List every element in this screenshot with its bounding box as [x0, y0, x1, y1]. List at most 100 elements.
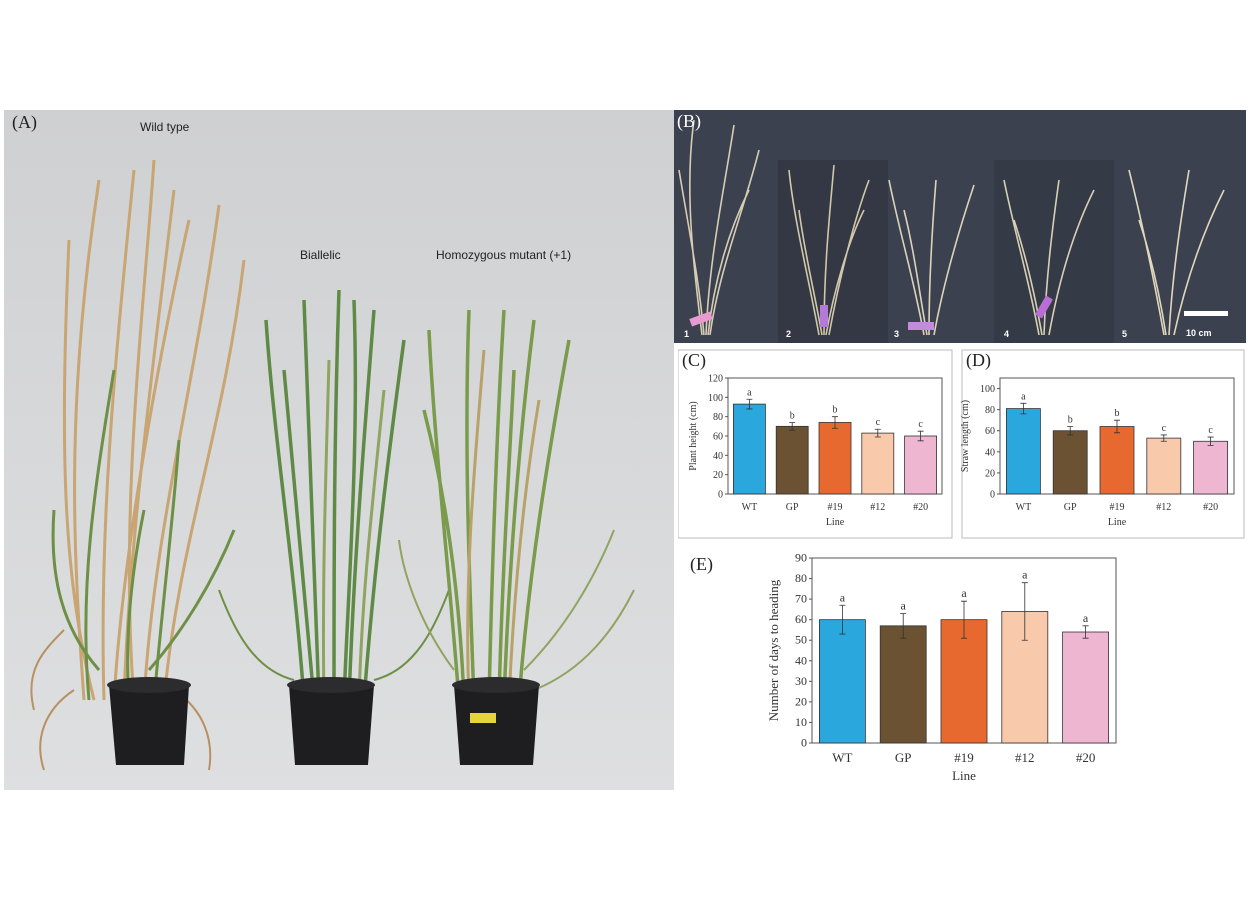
- chart-e-significance-letter: a: [1022, 568, 1028, 582]
- scale-bar: [1184, 311, 1228, 316]
- panel-c: (C) 0 20 40 60 80 100 120 a WT b GP b #19 c #12 c #20 Line…: [677, 348, 954, 540]
- panel-b-plant-3: [888, 179, 975, 336]
- chart-c-bar: [861, 432, 895, 495]
- plants-photo-illustration: [30, 159, 635, 771]
- chart-e-category-label: GP: [895, 750, 912, 765]
- panel-b-plant-4: [1003, 179, 1095, 336]
- chart-e-category-label: #12: [1015, 750, 1035, 765]
- chart-d-ytick-label: 60: [985, 426, 995, 437]
- chart-d-category-label: GP: [1064, 502, 1077, 513]
- wild-type-plant: [30, 159, 246, 771]
- chart-e-significance-letter: a: [1083, 611, 1089, 625]
- chart-c-significance-letter: c: [876, 417, 881, 428]
- chart-e-xlabel: Line: [952, 768, 976, 783]
- homozygous-mutant-label: Homozygous mutant (+1): [436, 248, 572, 262]
- chart-d-error-bar: [1207, 436, 1214, 446]
- chart-d-significance-letter: b: [1068, 415, 1073, 426]
- chart-c-bar: [904, 435, 938, 495]
- chart-e-error-bar: [839, 604, 846, 635]
- chart-d-category-label: WT: [1016, 502, 1032, 513]
- chart-c-error-bar: [789, 422, 796, 431]
- chart-c-bar: [775, 425, 809, 495]
- chart-d-panel-label: (D): [966, 350, 991, 371]
- chart-d-significance-letter: b: [1115, 408, 1120, 419]
- chart-e-ytick-label: 60: [795, 612, 807, 626]
- chart-c-error-bar: [874, 428, 881, 438]
- chart-d-ytick-label: 100: [980, 384, 995, 395]
- chart-c-category-label: GP: [786, 502, 799, 513]
- chart-c-ytick-label: 0: [718, 490, 723, 501]
- chart-e-significance-letter: a: [901, 599, 907, 613]
- chart-d-ytick-label: 80: [985, 405, 995, 416]
- chart-e-category-label: WT: [832, 750, 852, 765]
- chart-d-bar: [1193, 440, 1229, 495]
- chart-c-ytick-label: 120: [708, 374, 723, 385]
- chart-c-significance-letter: b: [833, 405, 838, 416]
- chart-d-bar: [1146, 437, 1182, 495]
- chart-e-ytick-label: 20: [795, 694, 807, 708]
- chart-e-ytick-label: 80: [795, 571, 807, 585]
- chart-d-error-bar: [1067, 426, 1074, 436]
- scale-bar-label: 10 cm: [1186, 328, 1212, 338]
- chart-d-significance-letter: c: [1162, 423, 1167, 434]
- chart-c-category-label: #19: [828, 502, 843, 513]
- chart-e-ytick-label: 0: [801, 736, 807, 750]
- panel-b-sub-label-1: 1: [684, 329, 689, 339]
- chart-e-ytick-label: 90: [795, 551, 807, 565]
- chart-d-ylabel: Straw length (cm): [960, 400, 971, 472]
- chart-c-error-bar: [746, 398, 753, 410]
- chart-c-bar: [733, 403, 766, 495]
- chart-d-xlabel: Line: [1108, 517, 1127, 528]
- chart-e-category-label: #19: [954, 750, 974, 765]
- chart-e-error-bar: [900, 613, 907, 639]
- chart-d-bar: [1006, 408, 1041, 495]
- chart-e-ytick-label: 50: [795, 633, 807, 647]
- chart-e-panel-label: (E): [690, 554, 713, 575]
- chart-c-category-label: #20: [913, 502, 928, 513]
- chart-c-ytick-label: 20: [713, 470, 723, 481]
- chart-e-significance-letter: a: [961, 586, 967, 600]
- chart-e-bar: [940, 619, 988, 744]
- biallelic-label: Biallelic: [300, 248, 341, 262]
- wild-type-label: Wild type: [140, 120, 190, 134]
- chart-d-bar: [1052, 430, 1088, 495]
- chart-e-ytick-label: 10: [795, 715, 807, 729]
- chart-d-error-bar: [1160, 434, 1167, 442]
- chart-e-category-label: #20: [1076, 750, 1096, 765]
- panel-a-label: (A): [12, 112, 37, 132]
- chart-c-panel-label: (C): [682, 350, 706, 371]
- chart-c-xlabel: Line: [826, 517, 845, 528]
- chart-c-frame: [677, 349, 953, 539]
- panel-b-plant-2: [788, 164, 870, 336]
- chart-d-significance-letter: a: [1021, 391, 1026, 402]
- chart-e-bar: [1062, 631, 1110, 744]
- chart-c-significance-letter: a: [747, 387, 752, 398]
- chart-e-error-bar: [1021, 582, 1028, 641]
- chart-e-ytick-label: 70: [795, 592, 807, 606]
- chart-days-to-heading: (E) 0 10 20 30 40 50 60 70 80 90 a WT a GP a #19 a #12 a #20…: [690, 551, 1117, 783]
- panel-d: (D) 0 20 40 60 80 100 a WT b GP b #19 c #12 c #20 Line Str…: [960, 348, 1246, 540]
- chart-d-category-label: #12: [1156, 502, 1171, 513]
- panel-b-sub-label-5: 5: [1122, 329, 1127, 339]
- chart-d-ytick-label: 40: [985, 447, 995, 458]
- chart-d-significance-letter: c: [1208, 425, 1213, 436]
- chart-e-error-bar: [1082, 625, 1089, 639]
- panel-b-sub-label-3: 3: [894, 329, 899, 339]
- chart-d-category-label: #20: [1203, 502, 1218, 513]
- chart-e-ytick-label: 40: [795, 653, 807, 667]
- chart-d-frame: [961, 349, 1245, 539]
- panel-b-plant-5: [1128, 169, 1225, 336]
- chart-e-ytick-label: 30: [795, 674, 807, 688]
- chart-straw-length: (D) 0 20 40 60 80 100 a WT b GP b #19 c #12 c #20 Line Str…: [960, 349, 1245, 539]
- chart-c-significance-letter: c: [918, 419, 923, 430]
- chart-c-bar: [818, 422, 852, 495]
- chart-c-ytick-label: 100: [708, 393, 723, 404]
- chart-c-error-bar: [917, 430, 924, 442]
- chart-plant-height: (C) 0 20 40 60 80 100 120 a WT b GP b #19 c #12 c #20 Line…: [677, 349, 953, 539]
- chart-d-ytick-label: 20: [985, 468, 995, 479]
- chart-c-ytick-label: 60: [713, 432, 723, 443]
- homozygous-mutant-plant: [398, 309, 635, 765]
- panel-b-sub-label-2: 2: [786, 329, 791, 339]
- chart-d-error-bar: [1114, 419, 1120, 434]
- panel-b-illustration: 1 2 3 4 5 10 cm: [674, 110, 1246, 343]
